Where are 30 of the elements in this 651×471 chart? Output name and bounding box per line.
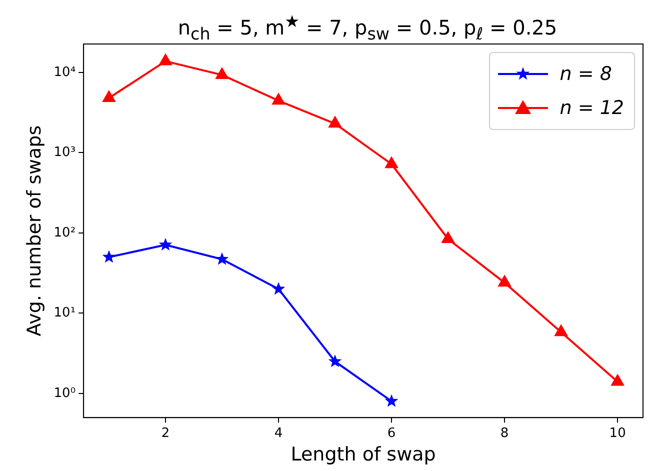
legend-label: n = 12 bbox=[560, 97, 624, 119]
y-tick-label: 10³ bbox=[54, 145, 76, 160]
point bbox=[102, 250, 116, 263]
y-tick-label: 10¹ bbox=[54, 306, 76, 321]
point bbox=[215, 67, 229, 79]
point bbox=[102, 90, 116, 102]
x-tick-label: 4 bbox=[274, 426, 283, 441]
point bbox=[384, 394, 398, 407]
y-axis-title: Avg. number of swaps bbox=[23, 125, 46, 336]
point bbox=[441, 232, 455, 244]
x-tick-label: 8 bbox=[500, 426, 509, 441]
point bbox=[328, 116, 342, 128]
point bbox=[498, 275, 512, 287]
point bbox=[272, 93, 286, 105]
y-tick-label: 10⁴ bbox=[54, 64, 76, 80]
x-axis-title: Length of swap bbox=[290, 444, 436, 466]
x-tick-label: 10 bbox=[609, 426, 626, 441]
y-tick-label: 10² bbox=[54, 225, 76, 240]
y-tick-label: 10⁰ bbox=[54, 386, 76, 401]
point bbox=[328, 354, 342, 368]
point bbox=[611, 374, 624, 386]
point bbox=[158, 54, 172, 66]
point bbox=[554, 324, 568, 336]
point bbox=[384, 156, 398, 168]
x-tick-label: 2 bbox=[161, 426, 170, 441]
x-tick-label: 6 bbox=[387, 426, 396, 441]
point bbox=[158, 238, 172, 251]
legend-label: n = 8 bbox=[560, 63, 612, 85]
chart-title: n$_{ch}$ = 5, m$^{★}$ = 7, p$_{sw}$ = 0.5, p$_{ℓ}$ = 0.25 bbox=[178, 12, 558, 44]
point bbox=[272, 282, 286, 295]
